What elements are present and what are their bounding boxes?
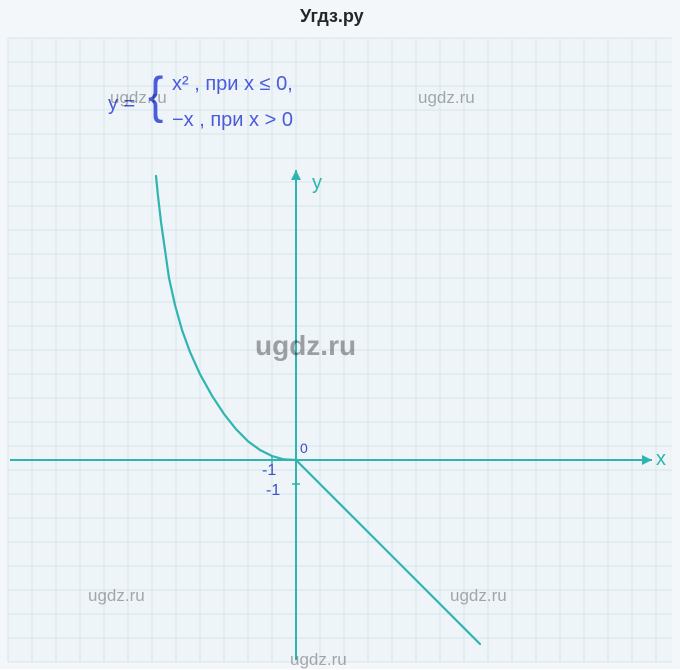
tick-y-neg1: -1: [266, 482, 280, 500]
y-axis-label: y: [312, 172, 322, 195]
tick-x-neg1: -1: [262, 462, 276, 480]
formula-piece-1: x² , при x ≤ 0,: [172, 72, 293, 97]
chart-canvas: [0, 0, 680, 669]
formula-piece-2: −x , при x > 0: [172, 108, 293, 133]
formula-y-eq: y =: [108, 92, 135, 117]
origin-label: 0: [300, 440, 308, 456]
piecewise-brace: {: [148, 70, 163, 121]
x-axis-label: x: [656, 448, 666, 471]
